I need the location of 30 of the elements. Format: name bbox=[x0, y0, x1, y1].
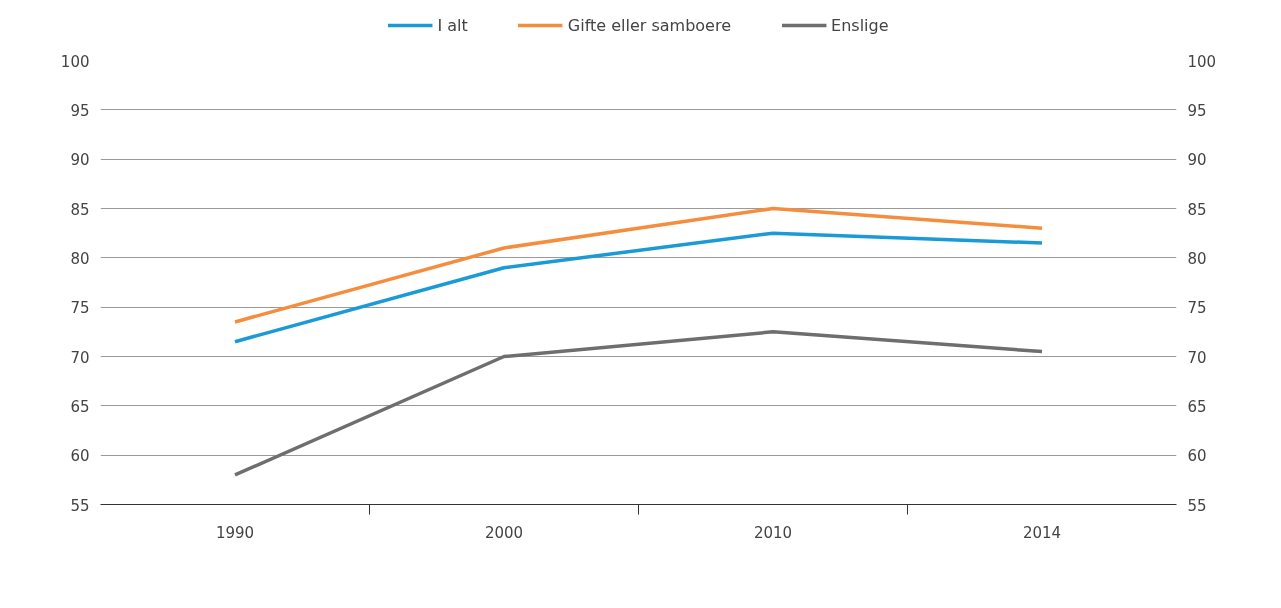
legend-label: Gifte eller samboere bbox=[567, 15, 732, 35]
x-tick-label: 2000 bbox=[484, 523, 524, 542]
y-tick-label: 85 bbox=[70, 200, 90, 219]
y2-tick-label: 90 bbox=[1187, 151, 1207, 170]
legend-label: Enslige bbox=[831, 15, 889, 35]
y-tick-label: 70 bbox=[70, 348, 90, 367]
y-tick-label: 100 bbox=[60, 52, 90, 71]
y2-tick-label: 95 bbox=[1187, 101, 1207, 120]
y2-tick-label: 80 bbox=[1187, 249, 1207, 268]
y-tick-label: 55 bbox=[70, 496, 90, 515]
y2-tick-label: 60 bbox=[1187, 447, 1207, 466]
y2-tick-label: 55 bbox=[1187, 496, 1207, 515]
y-tick-label: 75 bbox=[70, 299, 90, 318]
y-tick-label: 80 bbox=[70, 249, 90, 268]
y-tick-label: 90 bbox=[70, 151, 90, 170]
y2-tick-label: 65 bbox=[1187, 397, 1207, 416]
x-tick-label: 2010 bbox=[753, 523, 793, 542]
y2-tick-label: 70 bbox=[1187, 348, 1207, 367]
y-tick-label: 60 bbox=[70, 447, 90, 466]
y2-tick-label: 75 bbox=[1187, 299, 1207, 318]
line-series bbox=[233, 206, 1044, 324]
line-series bbox=[233, 231, 1044, 344]
y-tick-label: 65 bbox=[70, 397, 90, 416]
y2-tick-label: 85 bbox=[1187, 200, 1207, 219]
legend-label: I alt bbox=[437, 15, 468, 35]
y-tick-label: 95 bbox=[70, 101, 90, 120]
x-tick-label: 2014 bbox=[1022, 523, 1062, 542]
line-series bbox=[233, 330, 1044, 477]
x-tick-label: 1990 bbox=[215, 523, 255, 542]
y2-tick-label: 100 bbox=[1187, 52, 1217, 71]
